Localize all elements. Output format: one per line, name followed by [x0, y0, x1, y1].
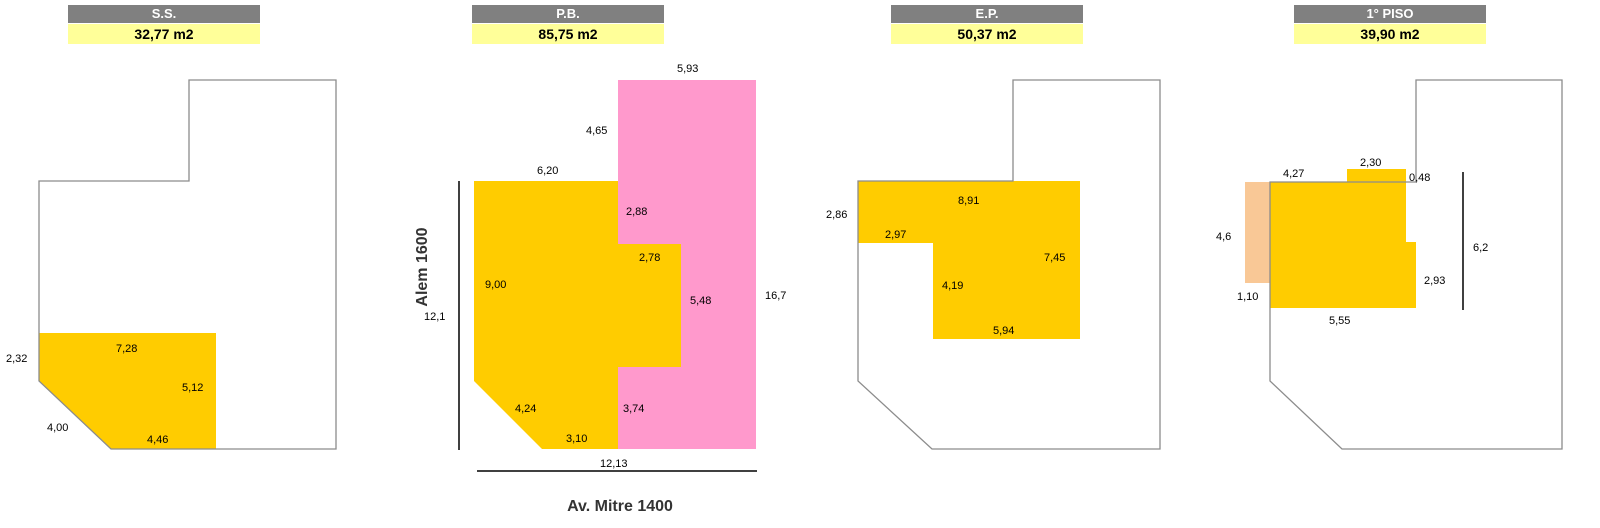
plan-area: 50,37 m2	[891, 24, 1083, 44]
dimension-label: 5,12	[182, 382, 203, 394]
dimension-label: 7,28	[116, 343, 137, 355]
plan-area: 85,75 m2	[472, 24, 664, 44]
dimension-label: 3,10	[566, 433, 587, 445]
dimension-label: 5,48	[690, 295, 711, 307]
dimension-label: 4,6	[1216, 231, 1231, 243]
dimension-label: 5,93	[677, 63, 698, 75]
plan-area: 39,90 m2	[1294, 24, 1486, 44]
occupied-area	[474, 181, 681, 449]
floor-plan-drawing: 5,93 4,65 6,20 2,88 2,78 9,00 16,7 5,48 …	[424, 63, 786, 472]
plan-pb: P.B. 85,75 m2 5,93 4,65 6,20 2,88 2,78 9…	[400, 0, 800, 528]
lot-outline	[38, 79, 337, 450]
dimension-label: 4,19	[942, 280, 963, 292]
dimension-label: 6,2	[1473, 242, 1488, 254]
plan-title: S.S.	[68, 5, 260, 23]
dimension-label: 0,48	[1409, 172, 1430, 184]
plan-title: E.P.	[891, 5, 1083, 23]
dimension-label: 4,00	[47, 422, 68, 434]
plan-ss: S.S. 32,77 m2 7,28 2,32 5,12 4,00 4,46	[0, 0, 400, 528]
dimension-label: 1,10	[1237, 291, 1258, 303]
dimension-label: 16,7	[765, 290, 786, 302]
dimension-label: 12,13	[600, 458, 628, 470]
dimension-label: 2,88	[626, 206, 647, 218]
dimension-label: 2,97	[885, 229, 906, 241]
dimension-label: 5,94	[993, 325, 1014, 337]
occupied-area	[39, 333, 216, 449]
plan-area: 32,77 m2	[68, 24, 260, 44]
dimension-label: 7,45	[1044, 252, 1065, 264]
plan-1-piso: 1° PISO 39,90 m2 2,30 4,27 0,48 4,6 6,2 …	[1200, 0, 1600, 528]
dimension-label: 4,27	[1283, 168, 1304, 180]
dimension-label: 2,78	[639, 252, 660, 264]
dimension-label: 4,46	[147, 434, 168, 446]
dimension-label: 2,32	[6, 353, 27, 365]
dimension-label: 4,65	[586, 125, 607, 137]
dimension-label: 3,74	[623, 403, 644, 415]
occupied-area	[858, 181, 1080, 339]
dimension-label: 12,1	[424, 311, 445, 323]
lot-outline	[1269, 79, 1563, 450]
dimension-label: 2,30	[1360, 157, 1381, 169]
dimension-label: 4,24	[515, 403, 536, 415]
dimension-label: 6,20	[537, 165, 558, 177]
plan-title: P.B.	[472, 5, 664, 23]
dimension-label: 2,93	[1424, 275, 1445, 287]
plan-title: 1° PISO	[1294, 5, 1486, 23]
balcony-area	[1245, 182, 1270, 283]
street-label-mitre: Av. Mitre 1400	[567, 498, 673, 515]
dimension-label: 9,00	[485, 279, 506, 291]
street-label-alem: Alem 1600	[414, 227, 431, 307]
occupied-area	[1270, 169, 1416, 308]
dimension-label: 2,86	[826, 209, 847, 221]
floor-plan-drawing: 8,91 2,86 2,97 7,45 4,19 5,94	[826, 79, 1161, 450]
floor-plan-drawing: 2,30 4,27 0,48 4,6 6,2 2,93 1,10 5,55	[1216, 79, 1563, 450]
dimension-label: 8,91	[958, 195, 979, 207]
lot-outline	[857, 79, 1161, 450]
plan-ep: E.P. 50,37 m2 8,91 2,86 2,97 7,45 4,19 5…	[800, 0, 1200, 528]
floor-plan-drawing: 7,28 2,32 5,12 4,00 4,46	[6, 79, 337, 450]
dimension-label: 5,55	[1329, 315, 1350, 327]
